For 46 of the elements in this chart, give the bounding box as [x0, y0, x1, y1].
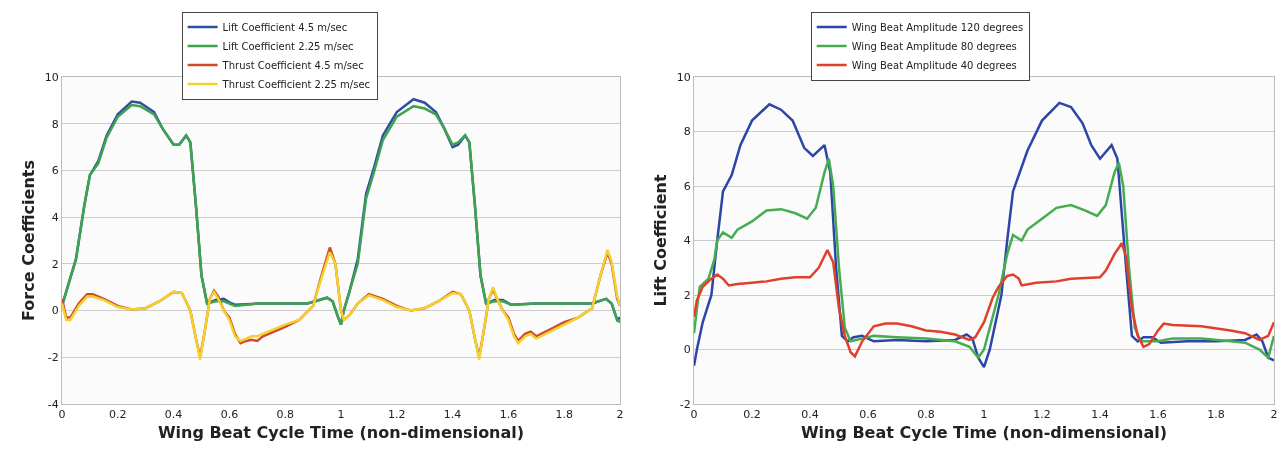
x-tick-label: 2	[1270, 408, 1278, 422]
y-tick-label: 0	[683, 343, 691, 357]
x-tick-label: 1	[337, 408, 345, 422]
y-tick-label: 10	[676, 70, 691, 84]
legend-label: Wing Beat Amplitude 80 degrees	[851, 41, 1017, 52]
y-tick-label: 10	[44, 70, 59, 84]
x-tick-label: 1.2	[388, 408, 406, 422]
y-axis-title: Force Coefficients	[18, 160, 38, 321]
y-tick-label: 4	[51, 210, 59, 224]
y-tick-label: -2	[47, 351, 59, 365]
y-tick-label: 6	[51, 164, 59, 178]
x-tick-label: 1.6	[1149, 408, 1167, 422]
x-tick-label: 1.8	[1207, 408, 1225, 422]
x-tick-label: 0.6	[859, 408, 877, 422]
y-tick-label: 8	[51, 117, 59, 131]
y-tick-label: 2	[51, 257, 59, 271]
x-tick-label: 1.4	[1091, 408, 1109, 422]
x-tick-label: 0.8	[276, 408, 294, 422]
x-tick-label: 0.2	[743, 408, 761, 422]
x-tick-label: 0.2	[109, 408, 127, 422]
y-axis-title: Lift Coefficient	[650, 174, 670, 307]
x-tick-label: 0.4	[801, 408, 819, 422]
x-tick-label: 1.8	[555, 408, 573, 422]
y-tick-label: 6	[683, 179, 691, 193]
x-tick-label: 0.8	[917, 408, 935, 422]
x-tick-label: 2	[616, 408, 624, 422]
y-tick-label: 8	[683, 125, 691, 139]
x-tick-label: 1.6	[499, 408, 518, 422]
y-tick-label: 4	[683, 234, 691, 248]
x-tick-label: 0.4	[164, 408, 183, 422]
legend-label: Thrust Coefficient 2.25 m/sec	[221, 79, 371, 90]
y-tick-label: 2	[683, 288, 691, 302]
legend-label: Wing Beat Amplitude 40 degrees	[851, 60, 1017, 71]
x-axis-title: Wing Beat Cycle Time (non-dimensional)	[157, 422, 525, 442]
x-tick-label: 1.4	[443, 408, 462, 422]
x-tick-label: 0.6	[220, 408, 239, 422]
x-tick-label: 1.2	[1033, 408, 1051, 422]
legend-label: Lift Coefficient 4.5 m/sec	[222, 22, 348, 33]
y-tick-label: -4	[47, 397, 59, 411]
x-tick-label: 1	[980, 408, 988, 422]
legend-label: Lift Coefficient 2.25 m/sec	[222, 41, 354, 52]
legend-label: Wing Beat Amplitude 120 degrees	[851, 22, 1024, 33]
x-axis-title: Wing Beat Cycle Time (non-dimensional)	[800, 422, 1168, 442]
y-tick-label: -2	[679, 397, 691, 411]
legend-label: Thrust Coefficient 4.5 m/sec	[221, 60, 364, 71]
y-tick-label: 0	[51, 304, 59, 318]
